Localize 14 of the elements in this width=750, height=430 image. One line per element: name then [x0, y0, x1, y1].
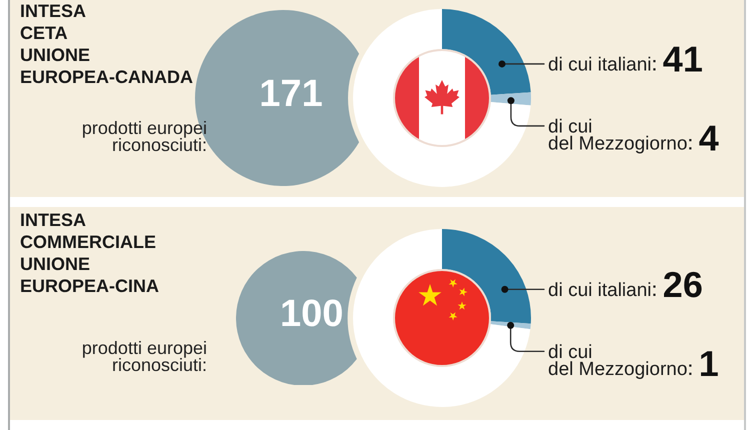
slice-label: di cui italiani [548, 54, 652, 76]
slice-label: di cui del Mezzogiorno [548, 342, 688, 380]
data-label: 41 [662, 38, 703, 80]
text: 171 [259, 73, 323, 115]
text: prodotti europei riconosciuti: [82, 338, 207, 375]
text: INTESA COMMERCIALE UNIONE EUROPEA-CINA [20, 209, 160, 297]
text: prodotti europei riconosciuti: [82, 118, 207, 155]
slice-label: di cui italiani [548, 280, 652, 301]
data-label: 1 [698, 342, 719, 384]
data-label: 26 [662, 264, 703, 305]
data-label: 4 [698, 117, 719, 158]
text: 100 [280, 293, 344, 335]
text: INTESA CETA UNIONE EUROPEA-CANADA [20, 0, 194, 88]
slice-label: di cui del Mezzogiorno [548, 116, 688, 154]
